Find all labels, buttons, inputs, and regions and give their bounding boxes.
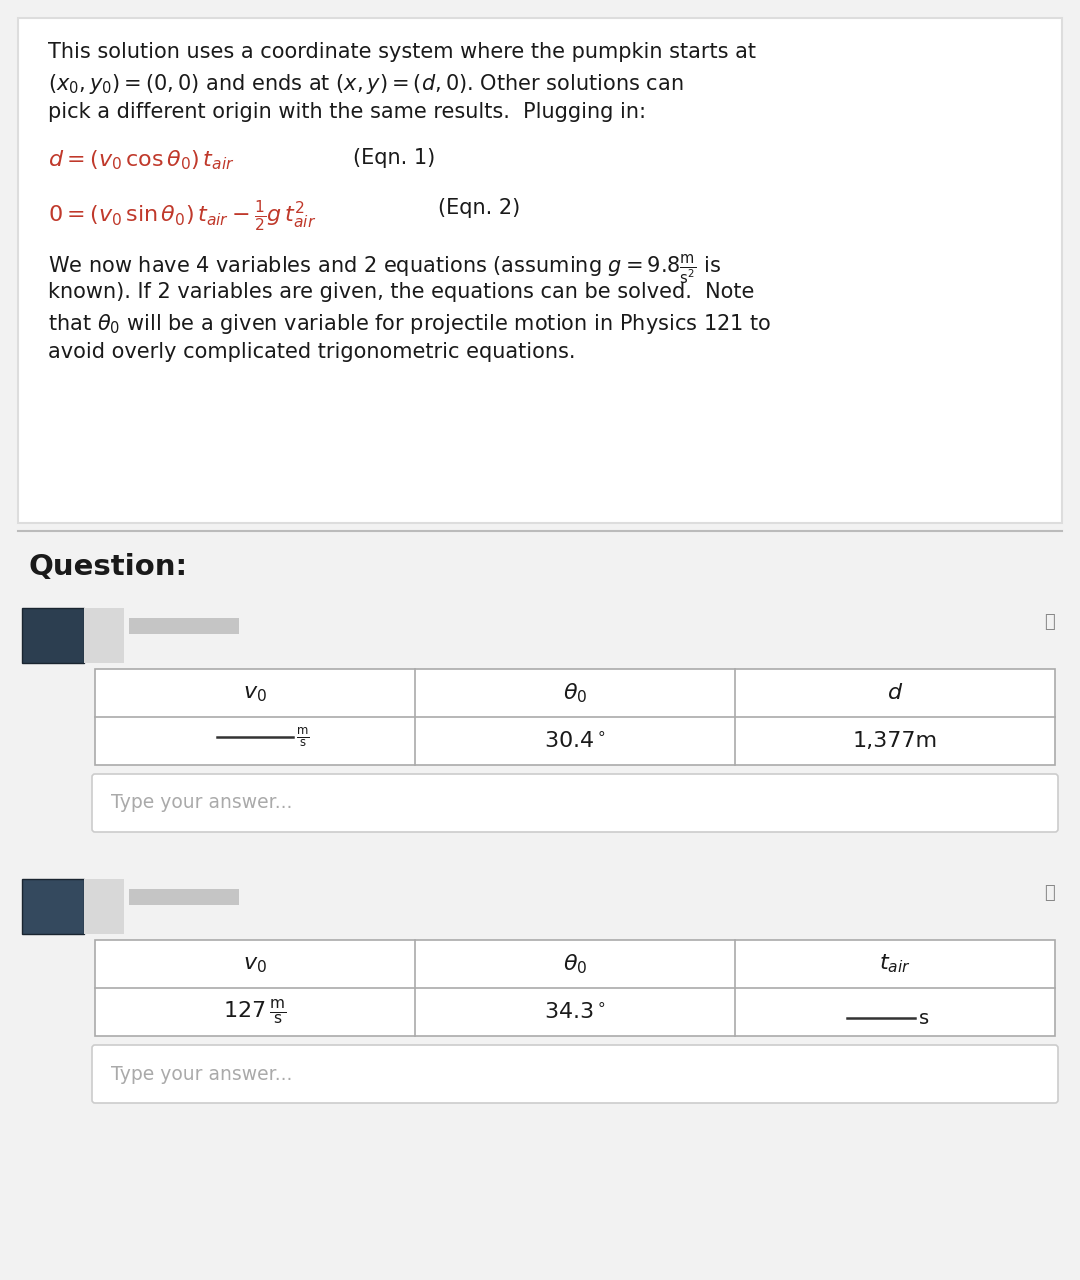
Bar bbox=[22, 608, 84, 663]
Text: $t_{air}$: $t_{air}$ bbox=[879, 952, 910, 975]
Text: Type your answer...: Type your answer... bbox=[111, 1065, 293, 1083]
Bar bbox=[95, 940, 1055, 1036]
Bar bbox=[84, 879, 124, 934]
Bar bbox=[95, 669, 1055, 765]
Text: $d$: $d$ bbox=[887, 682, 903, 704]
Text: $127\,\frac{\mathrm{m}}{\mathrm{s}}$: $127\,\frac{\mathrm{m}}{\mathrm{s}}$ bbox=[224, 997, 286, 1027]
Text: (Eqn. 1): (Eqn. 1) bbox=[353, 148, 435, 168]
Text: $\theta_0$: $\theta_0$ bbox=[563, 952, 588, 975]
Text: known). If 2 variables are given, the equations can be solved.  Note: known). If 2 variables are given, the eq… bbox=[48, 282, 754, 302]
Text: This solution uses a coordinate system where the pumpkin starts at: This solution uses a coordinate system w… bbox=[48, 42, 756, 61]
Text: s: s bbox=[919, 1009, 929, 1028]
FancyBboxPatch shape bbox=[92, 1044, 1058, 1103]
Text: 1,377m: 1,377m bbox=[852, 731, 937, 751]
Text: Type your answer...: Type your answer... bbox=[111, 794, 293, 813]
Text: $30.4^\circ$: $30.4^\circ$ bbox=[544, 731, 606, 751]
Text: (Eqn. 2): (Eqn. 2) bbox=[438, 198, 521, 218]
Text: that $\theta_0$ will be a given variable for projectile motion in Physics 121 to: that $\theta_0$ will be a given variable… bbox=[48, 312, 771, 335]
Text: pick a different origin with the same results.  Plugging in:: pick a different origin with the same re… bbox=[48, 102, 646, 122]
Text: $v_0$: $v_0$ bbox=[243, 954, 267, 975]
Text: 🔗: 🔗 bbox=[1044, 613, 1055, 631]
Text: 🔗: 🔗 bbox=[1044, 884, 1055, 902]
Bar bbox=[129, 618, 239, 634]
Text: $v_0$: $v_0$ bbox=[243, 682, 267, 704]
Bar bbox=[129, 890, 239, 905]
Text: $d = (v_0\,\cos\theta_0)\,t_{air}$: $d = (v_0\,\cos\theta_0)\,t_{air}$ bbox=[48, 148, 234, 172]
Text: We now have 4 variables and 2 equations (assuming $g = 9.8\frac{\mathrm{m}}{\mat: We now have 4 variables and 2 equations … bbox=[48, 252, 721, 285]
Text: Question:: Question: bbox=[28, 553, 187, 581]
Text: $\frac{\mathrm{m}}{\mathrm{s}}$: $\frac{\mathrm{m}}{\mathrm{s}}$ bbox=[296, 726, 309, 749]
Bar bbox=[18, 18, 1062, 524]
Bar bbox=[22, 879, 84, 934]
Text: $\theta_0$: $\theta_0$ bbox=[563, 681, 588, 705]
Text: $34.3^\circ$: $34.3^\circ$ bbox=[544, 1002, 606, 1023]
Bar bbox=[84, 608, 124, 663]
FancyBboxPatch shape bbox=[92, 774, 1058, 832]
Text: $(x_0, y_0) = (0, 0)$ and ends at $(x, y) = (d, 0)$. Other solutions can: $(x_0, y_0) = (0, 0)$ and ends at $(x, y… bbox=[48, 72, 684, 96]
Text: avoid overly complicated trigonometric equations.: avoid overly complicated trigonometric e… bbox=[48, 342, 576, 362]
Text: $0 = (v_0\,\sin\theta_0)\,t_{air} - \frac{1}{2}g\,t^2_{air}$: $0 = (v_0\,\sin\theta_0)\,t_{air} - \fra… bbox=[48, 198, 316, 233]
